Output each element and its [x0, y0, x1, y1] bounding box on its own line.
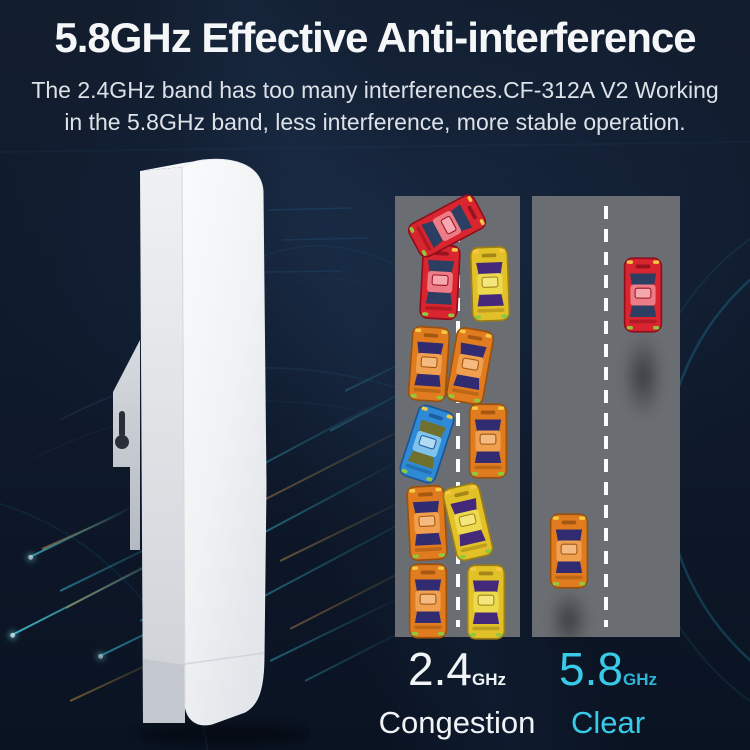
subtitle-line-2: in the 5.8GHz band, less interference, m… — [64, 109, 686, 135]
band-24ghz-status: Congestion — [378, 705, 536, 740]
car-icon — [467, 402, 509, 480]
car-icon — [417, 242, 463, 322]
car-icon — [403, 189, 492, 263]
car-icon — [395, 400, 459, 487]
page-title: 5.8GHz Effective Anti-interference — [54, 14, 696, 61]
band-58ghz-label: 5.8GHz Clear — [534, 646, 682, 741]
car-icon — [465, 563, 507, 641]
lane-divider-dashed — [604, 206, 608, 627]
car-reflection — [622, 333, 664, 419]
car-icon — [407, 562, 449, 640]
road-58ghz-clear — [532, 196, 680, 651]
page-subtitle: The 2.4GHz band has too many interferenc… — [0, 74, 750, 138]
lane-divider-dashed — [455, 206, 460, 627]
car-icon — [439, 479, 497, 564]
wireless-cpe-device — [113, 158, 310, 745]
subtitle-line-1: The 2.4GHz band has too many interferenc… — [31, 77, 719, 103]
road-24ghz-congested — [395, 194, 520, 640]
band-24ghz-unit: GHz — [471, 670, 506, 689]
band-58ghz-number: 5.8 — [559, 643, 623, 695]
device-bottom-cap — [143, 659, 185, 723]
device-front-face — [181, 158, 267, 726]
car-icon — [404, 483, 450, 563]
device-top-face — [140, 160, 203, 171]
band-24ghz-number: 2.4 — [408, 643, 472, 695]
car-icon — [443, 324, 498, 408]
car-icon — [548, 512, 590, 590]
band-24ghz-value: 2.4GHz — [378, 646, 536, 703]
car-icon — [468, 244, 513, 323]
car-icon — [405, 324, 452, 405]
device-shadow — [137, 725, 310, 745]
band-58ghz-value: 5.8GHz — [534, 646, 682, 703]
band-58ghz-status: Clear — [570, 705, 646, 740]
car-reflection — [548, 589, 590, 651]
band-58ghz-unit: GHz — [622, 670, 657, 689]
keyhole-icon — [115, 435, 129, 449]
device-side-face — [140, 167, 185, 723]
car-icon — [622, 256, 664, 334]
keyhole-slot — [119, 411, 125, 437]
band-24ghz-label: 2.4GHz Congestion — [378, 646, 536, 741]
